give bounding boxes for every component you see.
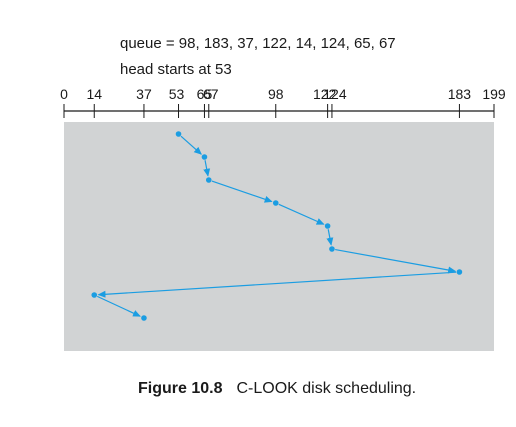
axis-tick-label: 98 (268, 86, 284, 102)
path-segment-98-to-122 (278, 203, 325, 225)
path-point-98 (272, 200, 279, 206)
path-segment-67-to-98 (211, 180, 273, 203)
path-point-122 (324, 223, 331, 229)
axis-tick-label: 53 (169, 86, 185, 102)
path-point-14 (91, 292, 98, 298)
path-segment-183-to-14 (97, 271, 457, 298)
axis-tick-label: 124 (323, 86, 347, 102)
path-point-65 (201, 154, 208, 160)
path-point-124 (329, 246, 335, 252)
path-segment-65-to-67 (203, 160, 211, 177)
diagram-background-panel (64, 122, 494, 351)
axis-tick-label: 183 (448, 86, 472, 102)
head-start-text: head starts at 53 (120, 61, 232, 78)
queue-list-text: queue = 98, 183, 37, 122, 14, 124, 65, 6… (120, 35, 396, 52)
axis-ticks (63, 104, 495, 118)
axis-tick-label: 199 (482, 86, 506, 102)
axis-tick-label: 0 (60, 86, 68, 102)
path-segment-122-to-124 (326, 229, 334, 246)
axis-tick-label: 37 (136, 86, 152, 102)
figure-caption: Figure 10.8 C-LOOK disk scheduling. (138, 380, 416, 398)
path-point-183 (456, 269, 463, 275)
axis-tick-label: 67 (203, 86, 219, 102)
path-segment-124-to-183 (335, 248, 457, 274)
head-movement-path (91, 131, 463, 321)
figure-caption-label: Figure 10.8 (138, 380, 223, 397)
path-point-67 (205, 177, 212, 183)
path-point-53 (175, 131, 182, 137)
axis-tick-label: 65 (197, 86, 213, 102)
figure-caption-text: C-LOOK disk scheduling. (236, 380, 417, 397)
axis-tick-label: 122 (313, 86, 337, 102)
path-segment-53-to-65 (180, 135, 202, 155)
path-segment-14-to-37 (96, 295, 141, 317)
path-point-37 (141, 315, 147, 321)
axis-tick-label: 14 (86, 86, 102, 102)
